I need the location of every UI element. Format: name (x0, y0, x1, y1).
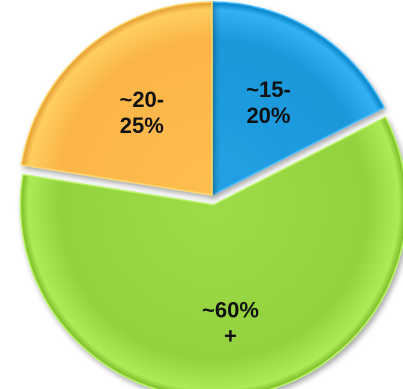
pie-slice-1 (211, 1, 385, 197)
pie-slice-label-3: ~20-25% (119, 87, 164, 138)
pie-slice-label-line: ~60% (202, 298, 259, 323)
pie-slice-label-line: 25% (120, 113, 164, 138)
pie-slice-label-line: 20% (246, 103, 290, 128)
pie-slice-3 (20, 1, 213, 196)
pie-slice-label-line: ~15- (246, 77, 291, 102)
pie-slice-label-1: ~15-20% (246, 77, 291, 128)
pie-slice-2 (19, 116, 403, 389)
pie-slice-label-2: ~60% + (202, 298, 259, 349)
pie-slice-label-line: + (224, 324, 237, 349)
pie-slice-label-line: ~20- (119, 87, 164, 112)
